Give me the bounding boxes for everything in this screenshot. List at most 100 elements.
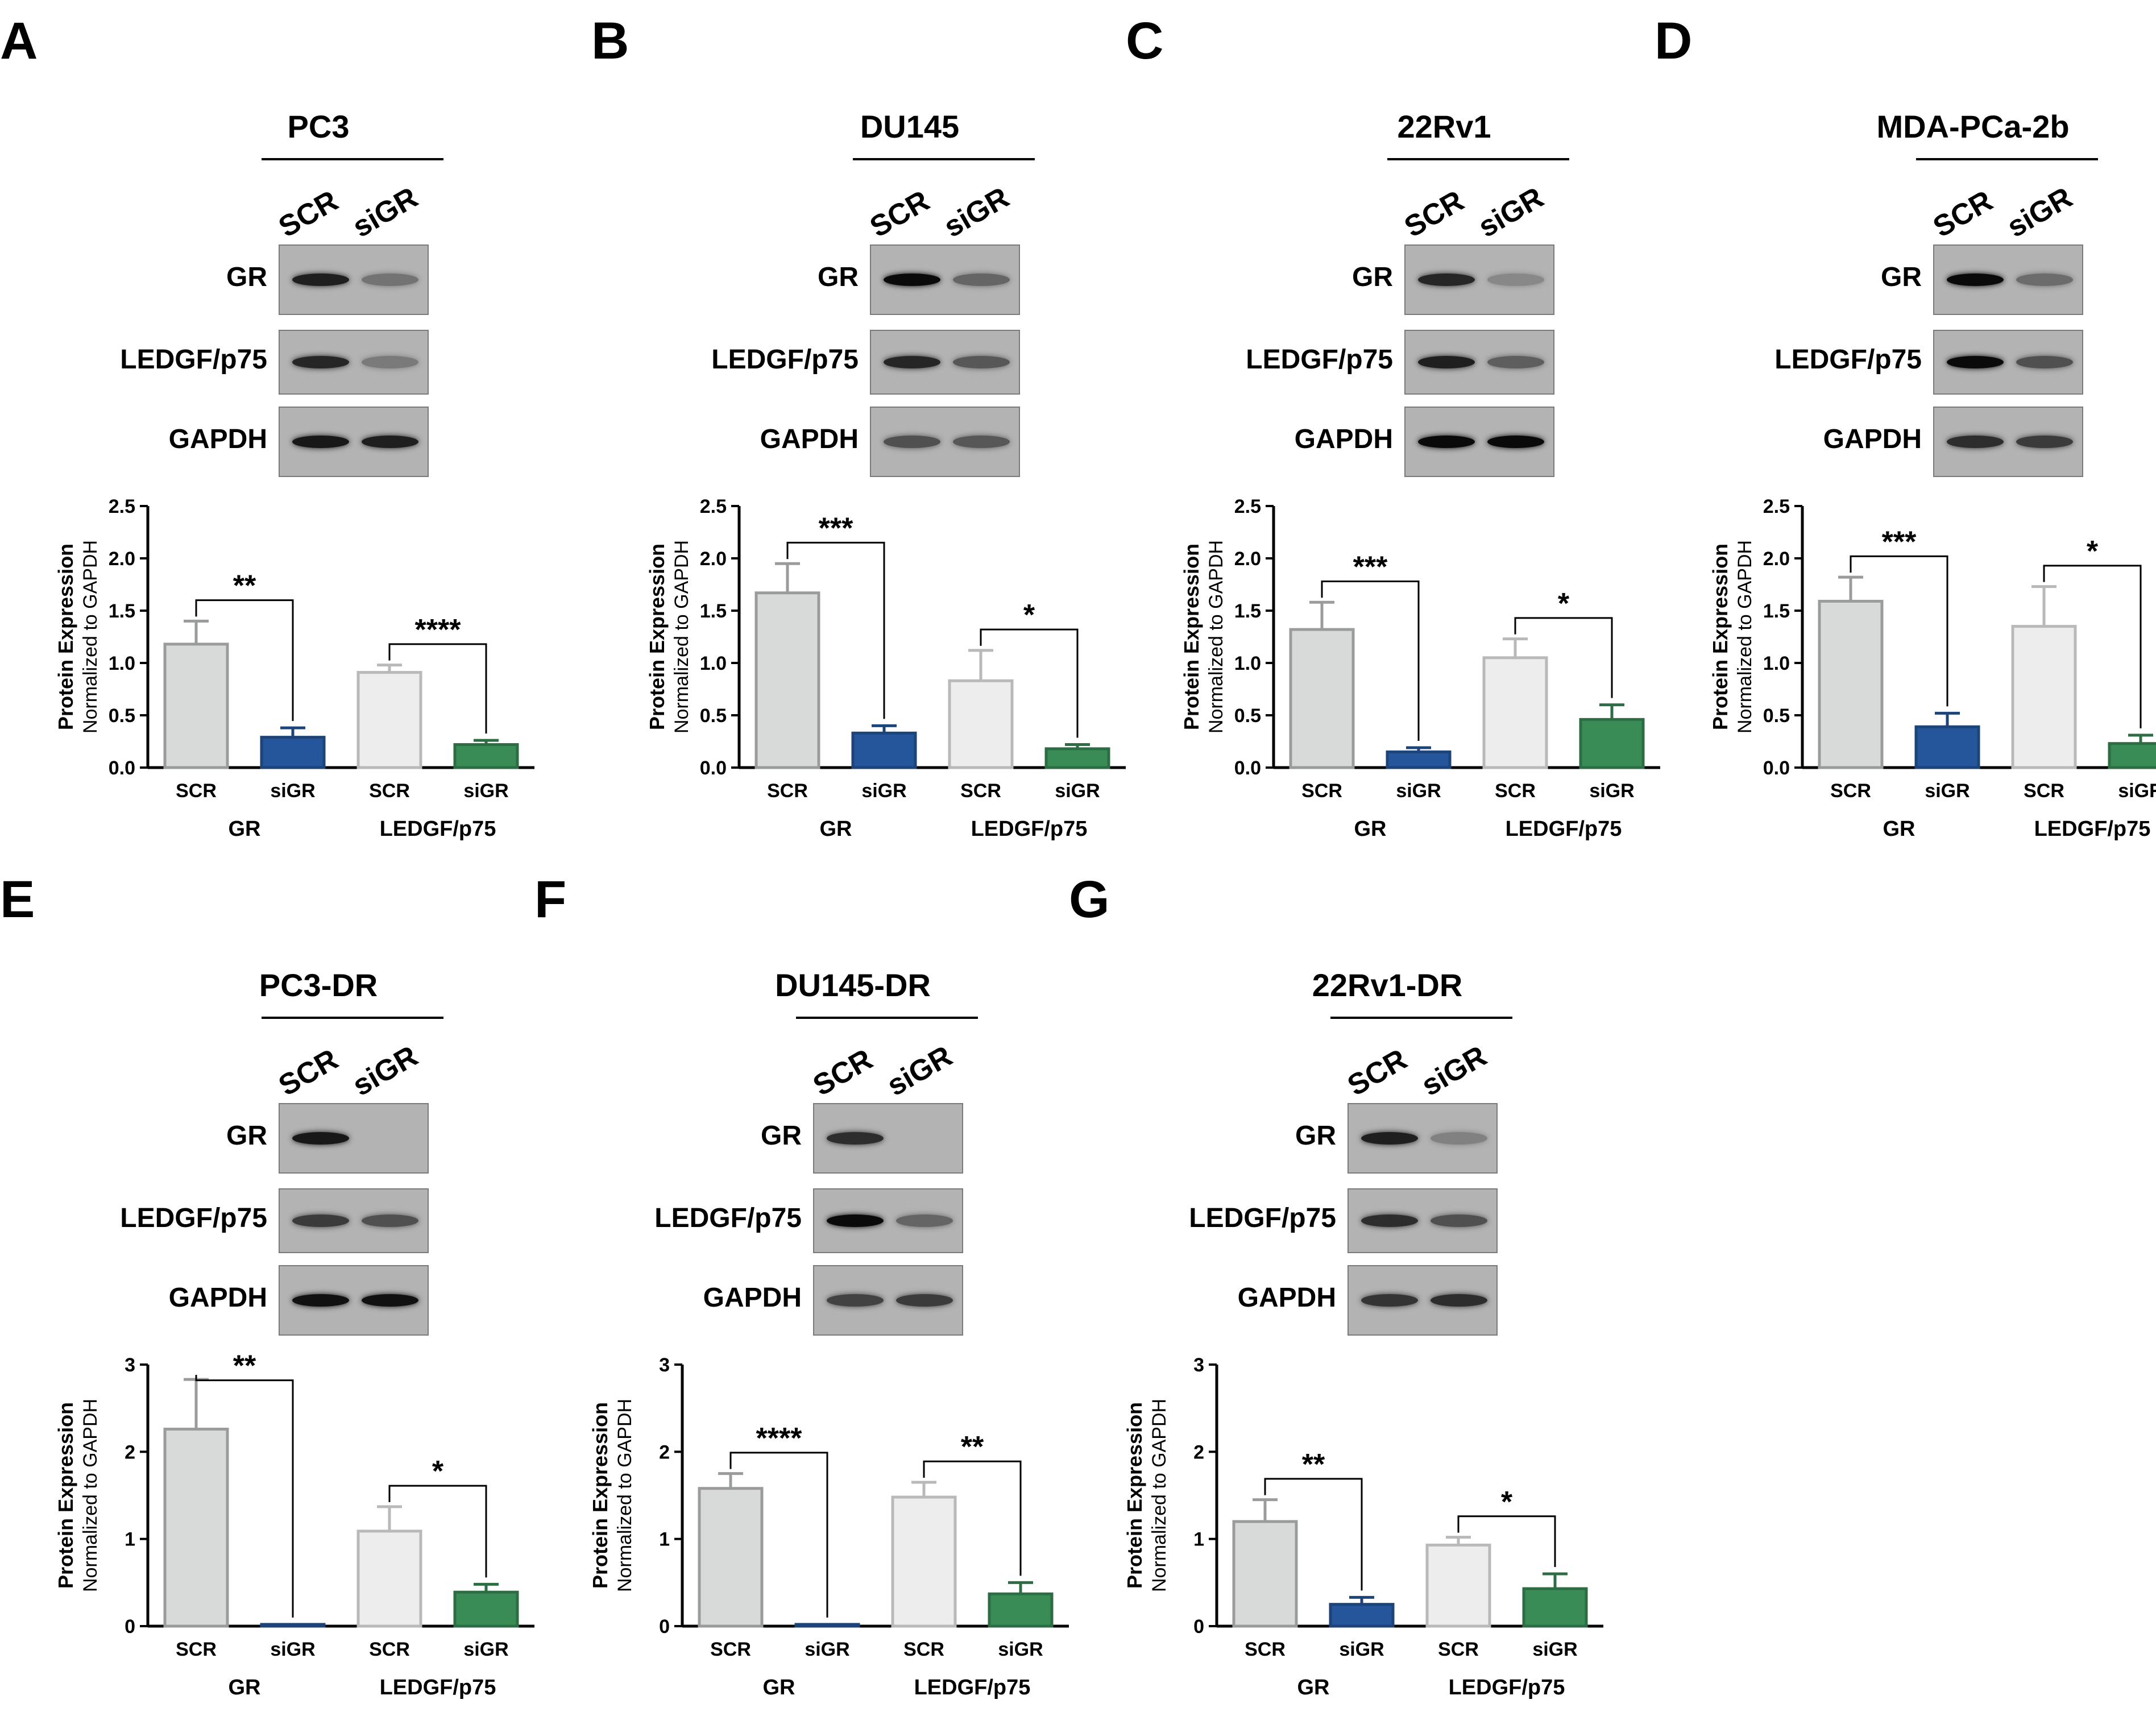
bar-1 xyxy=(698,1487,764,1628)
group-label: LEDGF/p75 xyxy=(1506,817,1622,841)
blot-image-gr xyxy=(279,1103,429,1174)
blot-band xyxy=(292,1132,349,1145)
significance-bracket xyxy=(729,1452,828,1618)
bar-3 xyxy=(891,1495,957,1628)
y-tick-label: 0.5 xyxy=(700,705,727,727)
blot-label-ledgf-p75: LEDGF/p75 xyxy=(1189,1203,1336,1233)
panel-label: D xyxy=(1655,12,1693,70)
blot-label-gr: GR xyxy=(226,262,267,292)
significance-label: **** xyxy=(756,1422,803,1455)
panel-label: G xyxy=(1069,870,1110,928)
significance-bracket xyxy=(388,643,487,734)
blot-image-ledgf-p75 xyxy=(279,330,429,395)
y-tick-label: 0.0 xyxy=(700,757,727,779)
blot-label-gapdh: GAPDH xyxy=(703,1283,802,1313)
blot-image-ledgf-p75 xyxy=(1404,330,1554,395)
blot-image-gr xyxy=(870,244,1020,315)
y-axis-label-2: Normalized to GAPDH xyxy=(1149,1399,1170,1592)
panel-B: B DU145 SCR siGR GR LEDGF/p75 GAPDH 0.0 0.5 1.0 1.… xyxy=(591,0,1149,842)
bar-1 xyxy=(1289,628,1355,769)
group-label: LEDGF/p75 xyxy=(380,817,496,841)
y-tick-label: 1 xyxy=(1193,1529,1204,1551)
y-tick-label: 0.5 xyxy=(1234,705,1261,727)
blot-band xyxy=(896,1294,953,1307)
panel-label: B xyxy=(591,12,629,70)
y-tick-label: 1.0 xyxy=(109,653,135,674)
bar-chart: 0.0 0.5 1.0 1.5 2.0 2.5 Protein Expression Norm… xyxy=(54,496,534,841)
bar-4 xyxy=(2108,742,2156,769)
blot-label-gapdh: GAPDH xyxy=(760,424,859,454)
blot-label-gr: GR xyxy=(818,262,859,292)
x-tick-label: SCR xyxy=(710,1639,751,1660)
y-tick-label: 2 xyxy=(1193,1441,1204,1463)
blot-label-gr: GR xyxy=(1352,262,1393,292)
significance-bracket xyxy=(2043,565,2142,728)
x-tick-label: siGR xyxy=(270,1639,315,1660)
bar-4 xyxy=(988,1592,1054,1628)
y-tick-label: 0 xyxy=(1193,1616,1204,1638)
cell-line-title: DU145 xyxy=(860,109,960,144)
blot-image-gapdh xyxy=(1348,1265,1498,1336)
y-tick-label: 0.0 xyxy=(1763,757,1790,779)
blot-label-gapdh: GAPDH xyxy=(1237,1283,1336,1313)
lane-label-scr: SCR xyxy=(807,1043,878,1103)
y-axis-label: Protein Expression xyxy=(645,544,669,730)
blot-band xyxy=(362,436,418,448)
significance-bracket xyxy=(1321,580,1420,741)
significance-bracket xyxy=(1850,555,1948,707)
cell-line-title: DU145-DR xyxy=(775,967,931,1003)
lane-label-sigr: siGR xyxy=(347,181,424,244)
y-axis-label: Protein Expression xyxy=(54,544,77,730)
lane-label-scr: SCR xyxy=(864,184,935,244)
y-tick-label: 2.5 xyxy=(700,496,727,517)
significance-bracket xyxy=(1514,617,1613,698)
y-tick-label: 0.0 xyxy=(109,757,135,779)
group-label: LEDGF/p75 xyxy=(2034,817,2151,841)
blot-image-ledgf-p75 xyxy=(870,330,1020,395)
cell-line-title: PC3 xyxy=(287,109,350,144)
bar-1 xyxy=(163,642,229,769)
y-tick-label: 1.5 xyxy=(109,600,135,622)
significance-bracket xyxy=(195,1375,294,1618)
significance-label: * xyxy=(1023,599,1035,632)
y-tick-label: 2 xyxy=(659,1441,670,1463)
x-tick-label: SCR xyxy=(1438,1639,1479,1660)
lane-label-scr: SCR xyxy=(273,1043,344,1103)
lane-label-sigr: siGR xyxy=(938,181,1015,244)
panel-D: D MDA-PCa-2b SCR siGR GR LEDGF/p75 GAPDH 0.0 0.5… xyxy=(1655,0,2156,842)
blot-band xyxy=(1361,1132,1418,1145)
significance-label: **** xyxy=(415,613,462,646)
lane-label-sigr: siGR xyxy=(881,1039,958,1103)
significance-bracket xyxy=(1264,1478,1363,1591)
group-label: LEDGF/p75 xyxy=(971,817,1088,841)
lane-label-sigr: siGR xyxy=(1473,181,1549,244)
x-tick-label: siGR xyxy=(463,780,508,802)
blot-label-gr: GR xyxy=(1295,1121,1336,1151)
blot-label-gapdh: GAPDH xyxy=(1823,424,1922,454)
blot-image-ledgf-p75 xyxy=(1348,1188,1498,1253)
bar-2 xyxy=(794,1623,860,1628)
y-tick-label: 1.0 xyxy=(1763,653,1790,674)
panel-label: C xyxy=(1126,12,1164,70)
blot-band xyxy=(953,273,1010,286)
blot-image-gr xyxy=(813,1103,963,1174)
cell-line-title: 22Rv1 xyxy=(1397,109,1491,144)
bar-3 xyxy=(2011,625,2077,769)
x-tick-label: SCR xyxy=(767,780,808,802)
lane-label-scr: SCR xyxy=(1927,184,1999,244)
blot-image-gr xyxy=(1348,1103,1498,1174)
x-tick-label: SCR xyxy=(903,1639,944,1660)
bar-chart: 0 1 2 3 Protein Expression Normalized to GAPD… xyxy=(54,1350,534,1699)
cell-line-title: 22Rv1-DR xyxy=(1312,967,1463,1003)
blot-image-gapdh xyxy=(279,1265,429,1336)
blot-label-gr: GR xyxy=(1881,262,1922,292)
y-axis-label-2: Normalized to GAPDH xyxy=(1205,540,1227,733)
significance-bracket xyxy=(980,628,1079,738)
significance-label: *** xyxy=(819,512,853,545)
bar-2 xyxy=(260,736,326,769)
blot-label-gapdh: GAPDH xyxy=(1294,424,1393,454)
blot-band xyxy=(827,1294,884,1307)
bar-chart: 0 1 2 3 Protein Expression Normalized to GAPD… xyxy=(588,1354,1069,1699)
blot-band xyxy=(953,356,1010,368)
significance-label: * xyxy=(1558,587,1570,620)
